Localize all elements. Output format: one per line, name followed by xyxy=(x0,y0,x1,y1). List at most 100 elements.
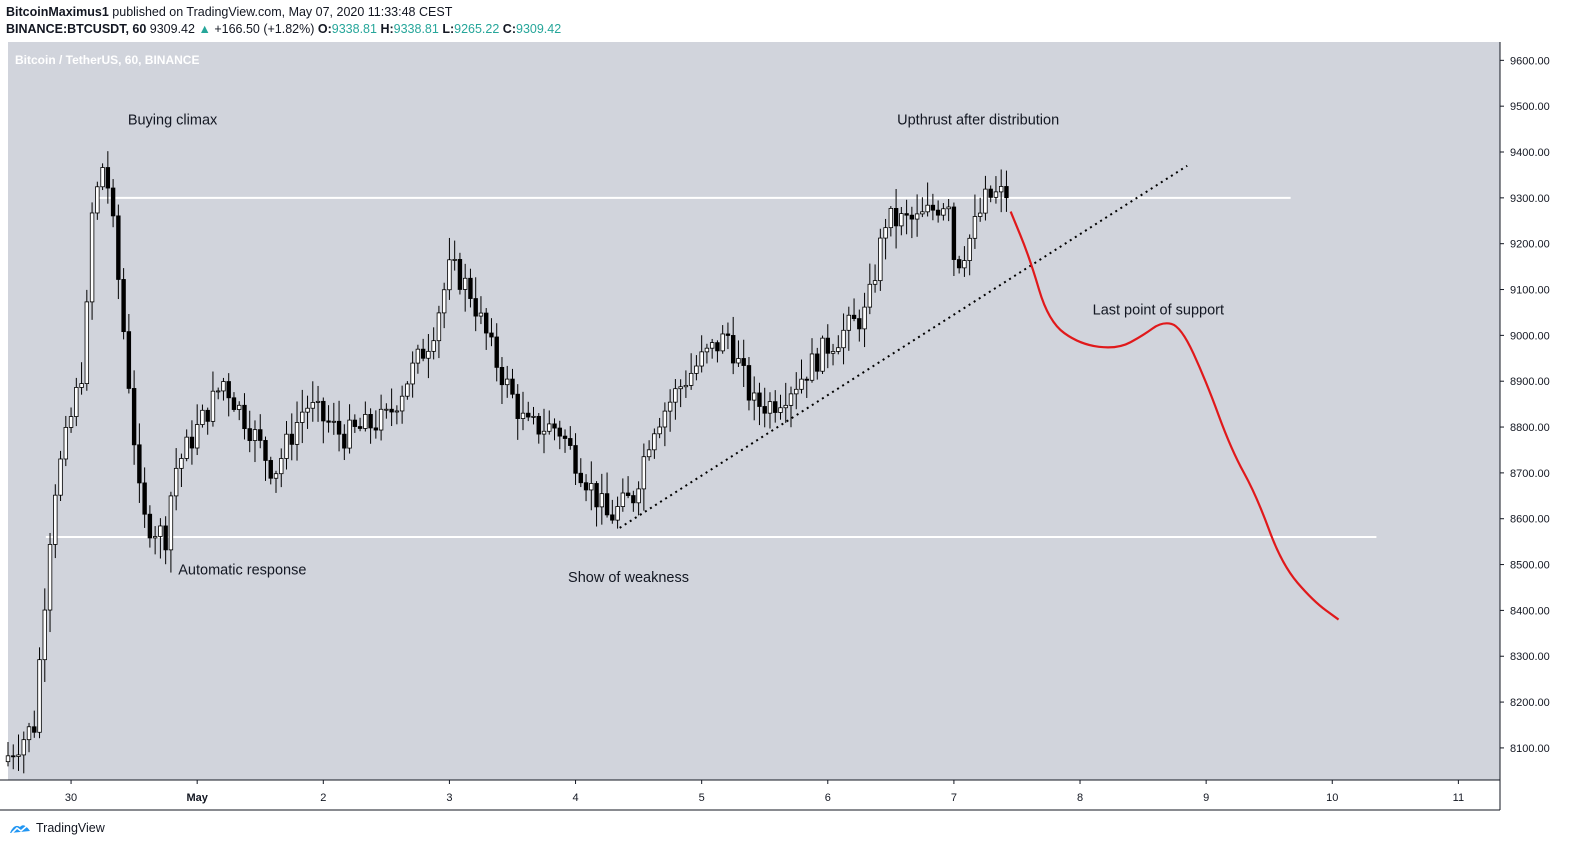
candle-body[interactable] xyxy=(368,414,373,429)
candle-body[interactable] xyxy=(594,483,599,508)
candle-body[interactable] xyxy=(683,384,689,388)
candle-body[interactable] xyxy=(394,410,400,413)
candle-body[interactable] xyxy=(158,525,163,537)
annotation-label[interactable]: Upthrust after distribution xyxy=(897,113,1059,129)
candle-body[interactable] xyxy=(652,433,657,451)
candle-body[interactable] xyxy=(462,277,468,290)
candle-body[interactable] xyxy=(867,283,873,308)
candle-body[interactable] xyxy=(778,407,783,413)
candle-body[interactable] xyxy=(709,342,715,349)
candle-body[interactable] xyxy=(200,409,205,425)
candle-body[interactable] xyxy=(405,383,410,397)
candle-body[interactable] xyxy=(384,408,389,411)
candle-body[interactable] xyxy=(904,213,909,216)
candle-body[interactable] xyxy=(21,739,26,756)
candle-body[interactable] xyxy=(688,372,694,386)
candle-body[interactable] xyxy=(58,458,63,496)
candle-body[interactable] xyxy=(736,358,741,364)
candle-body[interactable] xyxy=(631,495,636,504)
candle-body[interactable] xyxy=(673,388,678,403)
candle-body[interactable] xyxy=(573,445,578,474)
candle-body[interactable] xyxy=(231,397,237,410)
candle-body[interactable] xyxy=(121,279,126,333)
candle-body[interactable] xyxy=(526,412,531,418)
candle-body[interactable] xyxy=(447,259,452,291)
candle-body[interactable] xyxy=(284,433,289,459)
candle-body[interactable] xyxy=(704,347,710,353)
candle-body[interactable] xyxy=(263,440,268,461)
candle-body[interactable] xyxy=(168,495,174,551)
footer-brand[interactable]: TradingView xyxy=(8,820,105,836)
candle-body[interactable] xyxy=(773,401,778,413)
candle-body[interactable] xyxy=(410,362,415,385)
candle-body[interactable] xyxy=(268,460,273,479)
candle-body[interactable] xyxy=(746,365,752,401)
candle-body[interactable] xyxy=(636,488,641,504)
candle-body[interactable] xyxy=(998,186,1004,193)
candle-body[interactable] xyxy=(715,342,720,352)
candle-body[interactable] xyxy=(562,435,568,439)
candle-body[interactable] xyxy=(431,340,436,352)
candle-body[interactable] xyxy=(63,427,69,460)
candle-body[interactable] xyxy=(315,400,321,403)
candle-body[interactable] xyxy=(494,336,499,368)
candle-body[interactable] xyxy=(247,428,252,441)
candle-body[interactable] xyxy=(326,420,331,423)
candle-body[interactable] xyxy=(363,414,368,429)
candle-body[interactable] xyxy=(205,409,210,422)
candle-body[interactable] xyxy=(331,420,337,423)
candle-body[interactable] xyxy=(583,482,589,491)
candle-body[interactable] xyxy=(977,212,983,217)
candle-body[interactable] xyxy=(946,206,951,210)
candle-body[interactable] xyxy=(110,187,116,217)
candle-body[interactable] xyxy=(484,312,489,334)
annotation-label[interactable]: Automatic response xyxy=(178,563,306,579)
candle-body[interactable] xyxy=(552,423,557,429)
candle-body[interactable] xyxy=(878,237,883,282)
candle-body[interactable] xyxy=(657,426,662,435)
candle-body[interactable] xyxy=(799,378,804,390)
candle-body[interactable] xyxy=(589,483,594,491)
candle-body[interactable] xyxy=(599,493,605,508)
candle-body[interactable] xyxy=(541,430,547,435)
candle-body[interactable] xyxy=(547,423,552,432)
annotation-label[interactable]: Last point of support xyxy=(1093,303,1224,319)
candle-body[interactable] xyxy=(173,467,179,497)
candle-body[interactable] xyxy=(752,392,757,401)
candle-body[interactable] xyxy=(536,415,541,435)
candle-body[interactable] xyxy=(37,659,42,733)
author-name[interactable]: BitcoinMaximus1 xyxy=(6,5,109,19)
candle-body[interactable] xyxy=(5,755,11,763)
candle-body[interactable] xyxy=(641,456,647,490)
candle-body[interactable] xyxy=(373,427,379,431)
candle-body[interactable] xyxy=(930,204,936,211)
candle-body[interactable] xyxy=(820,337,825,372)
candle-body[interactable] xyxy=(100,167,105,188)
candle-body[interactable] xyxy=(604,493,610,516)
candle-body[interactable] xyxy=(68,416,74,428)
candle-body[interactable] xyxy=(662,410,668,428)
candle-body[interactable] xyxy=(620,492,626,507)
candle-body[interactable] xyxy=(888,207,894,229)
candle-body[interactable] xyxy=(79,383,84,388)
candle-body[interactable] xyxy=(830,351,836,354)
candle-body[interactable] xyxy=(105,167,111,189)
candle-body[interactable] xyxy=(415,348,421,364)
candle-body[interactable] xyxy=(883,227,888,239)
candle-body[interactable] xyxy=(42,609,47,661)
candle-body[interactable] xyxy=(699,351,704,367)
candle-body[interactable] xyxy=(725,333,731,336)
candle-body[interactable] xyxy=(499,366,505,386)
candle-body[interactable] xyxy=(279,458,284,475)
candle-body[interactable] xyxy=(762,406,767,414)
candle-body[interactable] xyxy=(378,408,384,431)
candle-body[interactable] xyxy=(568,438,573,446)
candle-body[interactable] xyxy=(941,208,946,216)
candle-body[interactable] xyxy=(242,404,247,430)
candle-body[interactable] xyxy=(625,492,631,496)
candle-body[interactable] xyxy=(436,312,442,342)
candle-body[interactable] xyxy=(89,212,95,303)
candle-body[interactable] xyxy=(520,412,526,419)
candle-body[interactable] xyxy=(452,259,457,261)
